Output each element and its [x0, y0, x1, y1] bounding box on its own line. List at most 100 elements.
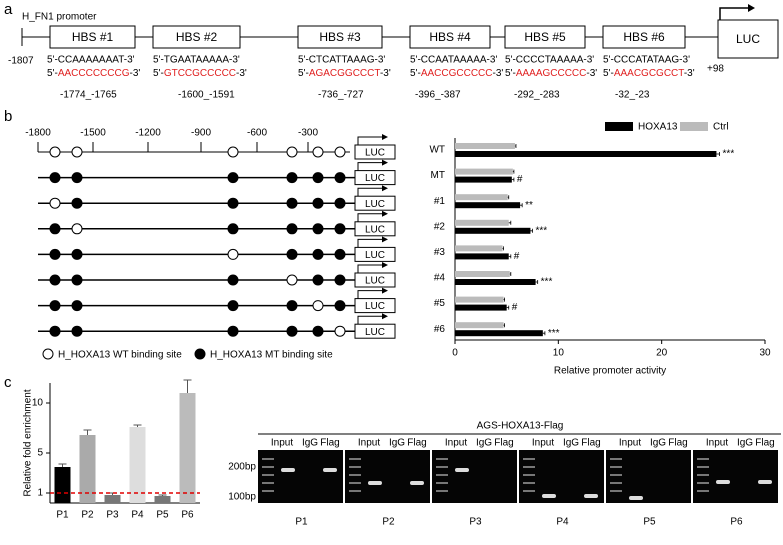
y-tick-label: 10 — [32, 398, 44, 409]
ruler-label: -1200 — [135, 128, 161, 139]
mt-sequence: 5'-AACCGCCCCC-3' — [410, 68, 503, 79]
ladder-band — [523, 466, 535, 468]
mt-site — [312, 197, 324, 209]
ladder-band — [436, 482, 448, 484]
gel-panel-label: P4 — [556, 517, 569, 528]
mt-site — [227, 223, 239, 235]
sequence-part: GTCCGCCCCC — [164, 68, 236, 79]
gel-image — [345, 450, 430, 503]
y-tick-label: #5 — [434, 298, 446, 309]
luc-label: LUC — [365, 173, 385, 184]
mt-site — [227, 274, 239, 286]
ladder-band — [436, 474, 448, 476]
luc-label: LUC — [365, 301, 385, 312]
ruler-label: -900 — [191, 128, 211, 139]
error-bar — [83, 429, 92, 435]
bar — [455, 151, 717, 157]
luc-box — [717, 19, 779, 59]
ladder-band — [610, 458, 622, 460]
hbs-box — [409, 25, 491, 49]
error-bar — [58, 463, 67, 467]
y-axis-title: Relative fold enrichment — [23, 389, 34, 496]
x-tick-label: P4 — [131, 510, 144, 521]
site-position: -1774_-1765 — [60, 90, 117, 101]
ladder-band — [349, 490, 361, 492]
ladder-band — [523, 474, 535, 476]
significance: ** — [525, 200, 533, 211]
error-bar — [183, 379, 192, 393]
tss-arrow-head — [382, 262, 388, 268]
dna-band — [584, 494, 598, 498]
lane-label: IgG — [389, 438, 405, 449]
error-bar — [506, 305, 510, 310]
bar — [455, 227, 531, 234]
luc-label: LUC — [365, 199, 385, 210]
tss-arrow — [357, 315, 384, 325]
mt-site — [227, 300, 239, 312]
gel-image — [258, 450, 343, 503]
luc-label: LUC — [736, 32, 760, 46]
wt-site — [227, 146, 239, 158]
x-tick-label: P3 — [106, 510, 119, 521]
mt-site — [286, 248, 298, 260]
wt-site — [49, 146, 61, 158]
ladder-band — [697, 474, 709, 476]
lane-label: IgG — [476, 438, 492, 449]
sequence-part: AACCCCCCCG — [58, 68, 130, 79]
y-tick-label: MT — [431, 170, 445, 181]
ladder-band — [349, 466, 361, 468]
ladder-band — [610, 474, 622, 476]
mt-site — [49, 248, 61, 260]
gel-image — [432, 450, 517, 503]
dna-band — [542, 494, 556, 498]
wt-site — [312, 146, 324, 158]
ladder-band — [349, 474, 361, 476]
luc-box — [354, 272, 396, 288]
wt-site — [71, 223, 83, 235]
lane-label: IgG — [737, 438, 753, 449]
mt-site — [312, 274, 324, 286]
tss-arrow-head — [382, 185, 388, 192]
mt-site — [334, 197, 346, 209]
significance: # — [517, 174, 523, 185]
mt-site — [71, 172, 83, 184]
hbs-label: HBS #3 — [319, 30, 361, 44]
sequence-part: AACCGCCCCC — [421, 68, 493, 79]
lane-label: Input — [532, 438, 554, 449]
bar — [455, 219, 509, 226]
tss-arrow-head — [382, 210, 388, 217]
hbs-label: HBS #6 — [623, 30, 665, 44]
mt-site — [71, 197, 83, 209]
error-bar — [133, 424, 142, 427]
legend-label: H_HOXA13 WT binding site — [58, 350, 182, 361]
gel-panel-label: P5 — [643, 517, 656, 528]
legend-label: Ctrl — [713, 122, 729, 133]
sequence-part: -3' — [684, 68, 695, 79]
hbs-label: HBS #1 — [72, 30, 114, 44]
gel-title: AGS-HOXA13-Flag — [477, 421, 564, 432]
error-bar — [530, 228, 533, 233]
error-bar — [502, 246, 504, 251]
site-position: -396_-387 — [415, 90, 461, 101]
bar — [455, 143, 515, 149]
tss-arrow — [357, 213, 384, 222]
bar — [455, 330, 543, 337]
panel-label: b — [4, 108, 12, 125]
lane-label: Flag — [581, 438, 600, 449]
dna-band — [368, 481, 382, 485]
tss-arrow-head — [748, 4, 755, 12]
gel-image — [606, 450, 691, 503]
mt-site — [334, 300, 346, 312]
sequence-part: 5'- — [603, 68, 614, 79]
wt-site — [334, 146, 346, 158]
ladder-band — [262, 482, 274, 484]
legend-swatch — [605, 122, 633, 131]
bar — [455, 194, 508, 201]
hbs-label: HBS #2 — [176, 30, 218, 44]
legend-wt-site — [42, 348, 54, 360]
wt-site — [286, 274, 298, 286]
wt-site — [49, 197, 61, 209]
wt-sequence: 5'-CCCCTAAAAA-3' — [505, 55, 594, 66]
legend-swatch — [680, 122, 708, 131]
ladder-band — [436, 466, 448, 468]
